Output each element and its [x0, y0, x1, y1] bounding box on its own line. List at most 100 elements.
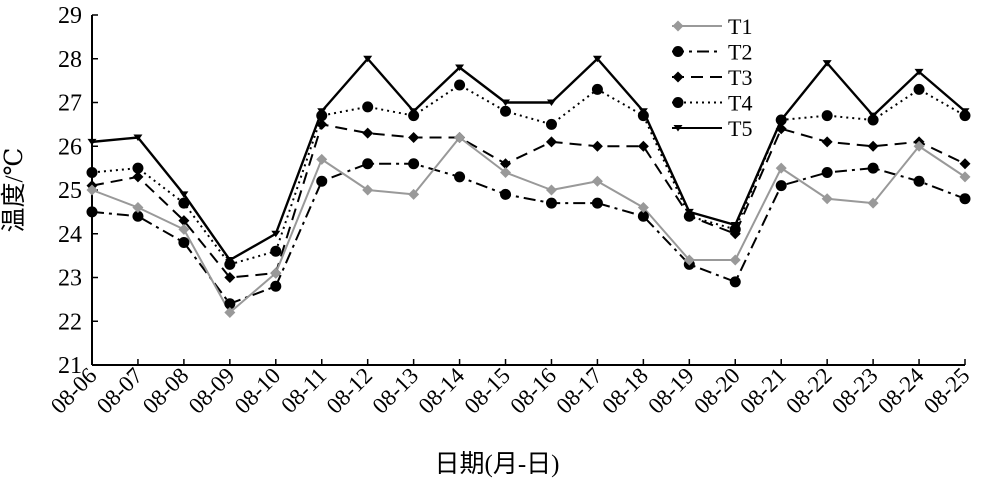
x-tick-label: 08-16 [505, 363, 561, 419]
data-point-t1 [454, 132, 466, 143]
data-point-t3 [867, 140, 879, 152]
data-point-t4 [500, 105, 512, 117]
legend-marker-t3 [672, 71, 684, 83]
data-point-t4 [454, 79, 466, 91]
x-tick-label: 08-17 [551, 363, 607, 419]
y-tick-label: 25 [58, 178, 82, 204]
data-point-t2 [316, 175, 328, 187]
x-ticks: 08-0608-0708-0808-0908-1008-1108-1208-13… [46, 359, 975, 418]
x-tick-label: 08-20 [689, 363, 745, 419]
data-point-t2 [86, 206, 98, 218]
data-point-t3 [224, 272, 236, 283]
data-point-t1 [132, 202, 144, 213]
data-point-t2 [545, 197, 557, 209]
data-point-t4 [775, 114, 787, 126]
legend-marker-t1 [672, 20, 684, 32]
data-point-t5 [822, 60, 832, 67]
data-point-t1 [821, 193, 833, 205]
data-point-t1 [500, 167, 512, 178]
data-point-t2 [729, 276, 741, 288]
data-point-t1 [545, 184, 557, 196]
x-tick-label: 08-12 [322, 363, 378, 419]
data-point-t1 [362, 184, 374, 196]
data-point-t4 [959, 110, 971, 122]
y-tick-label: 28 [58, 47, 82, 73]
data-point-t3 [132, 171, 144, 183]
data-point-t1 [270, 267, 282, 279]
data-point-t2 [591, 197, 603, 209]
y-tick-label: 21 [58, 353, 82, 379]
data-point-t2 [959, 193, 971, 205]
legend-label-t1: T1 [728, 14, 752, 39]
data-point-t2 [454, 171, 466, 183]
data-point-t5 [914, 68, 924, 76]
series-line-t4 [91, 84, 966, 266]
data-point-t1 [86, 184, 98, 196]
x-tick-label: 08-22 [781, 363, 837, 419]
data-point-t3 [821, 136, 833, 148]
data-point-t2 [408, 158, 420, 170]
data-point-t3 [178, 215, 190, 227]
data-point-t2 [224, 298, 236, 310]
legend-marker-t4 [672, 97, 684, 108]
data-point-t2 [775, 180, 787, 192]
y-axis-title: 温度/℃ [0, 148, 28, 233]
data-point-t2 [132, 210, 144, 222]
x-tick-label: 08-15 [459, 363, 515, 419]
legend-label-t2: T2 [728, 40, 752, 65]
series-markers [86, 55, 971, 318]
data-point-t1 [316, 153, 328, 165]
x-tick-label: 08-11 [276, 363, 331, 418]
data-point-t5 [501, 99, 511, 106]
data-point-t3 [316, 118, 328, 130]
y-ticks: 21 22 23 24 25 26 27 28 29 [58, 3, 98, 379]
legend-label-t4: T4 [728, 91, 752, 116]
series-line-t1 [91, 136, 966, 314]
data-point-t3 [637, 140, 649, 152]
data-point-t3 [591, 140, 603, 152]
data-point-t1 [178, 223, 190, 235]
data-point-t4 [362, 101, 374, 113]
data-point-t4 [867, 114, 879, 126]
series-lines [91, 57, 966, 314]
x-tick-label: 08-13 [368, 363, 424, 419]
data-point-t4 [913, 83, 925, 95]
data-point-t4 [316, 110, 328, 122]
data-point-t1 [729, 254, 741, 266]
x-axis-title: 日期(月-日) [435, 451, 560, 478]
data-point-t3 [729, 228, 741, 240]
data-point-t5 [87, 138, 97, 146]
data-point-t4 [408, 110, 420, 122]
data-point-t4 [545, 118, 557, 130]
data-point-t4 [637, 110, 649, 122]
data-point-t2 [362, 158, 374, 170]
data-point-t1 [775, 162, 787, 174]
data-point-t4 [821, 110, 833, 122]
x-tick-label: 08-25 [919, 363, 975, 419]
y-tick-label: 23 [58, 266, 82, 292]
x-tick-label: 08-07 [92, 363, 148, 419]
data-point-t3 [545, 136, 557, 148]
x-tick-label: 08-21 [735, 363, 791, 419]
x-tick-label: 08-09 [184, 363, 240, 419]
data-point-t1 [591, 175, 603, 187]
legend-label-t5: T5 [728, 116, 752, 141]
data-point-t1 [637, 202, 649, 213]
data-point-t1 [959, 171, 971, 183]
data-point-t3 [408, 132, 420, 143]
y-tick-label: 27 [58, 91, 82, 117]
data-point-t3 [362, 127, 374, 139]
x-tick-label: 08-23 [827, 363, 883, 419]
data-point-t1 [913, 140, 925, 152]
axes [91, 15, 965, 366]
data-point-t2 [178, 237, 190, 248]
series-line-t5 [91, 57, 966, 262]
data-point-t1 [224, 307, 236, 318]
x-tick-label: 08-24 [873, 363, 929, 419]
data-point-t5 [133, 134, 143, 141]
legend-label-t3: T3 [728, 65, 752, 90]
data-point-t3 [959, 158, 971, 170]
data-point-t4 [224, 258, 236, 270]
data-point-t5 [592, 55, 602, 63]
data-point-t4 [132, 162, 144, 174]
